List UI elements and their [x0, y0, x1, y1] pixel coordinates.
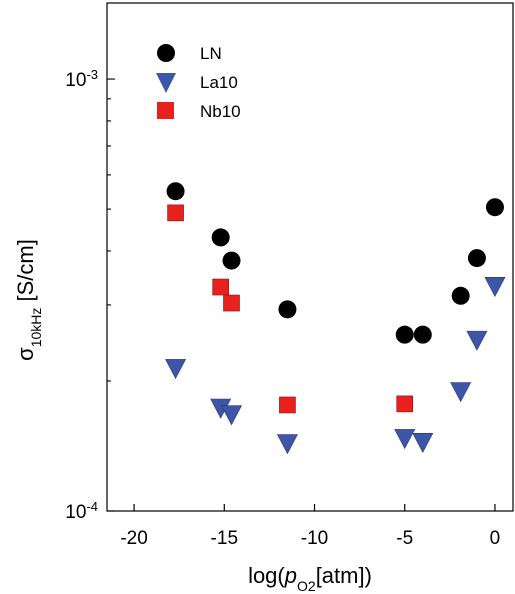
- x-axis-ticks: -20 -15 -10 -5 0: [120, 504, 500, 549]
- legend-label-nb10: Nb10: [200, 102, 241, 121]
- data-point-la10: [466, 330, 488, 351]
- data-point-ln: [211, 228, 230, 247]
- data-point-ln: [395, 325, 414, 344]
- data-points: [165, 182, 506, 455]
- data-point-ln: [485, 198, 504, 217]
- plot-frame: [106, 2, 514, 512]
- x-tick-label: 0: [490, 528, 501, 549]
- legend-label-la10: La10: [200, 73, 238, 92]
- legend-label-ln: LN: [200, 44, 222, 63]
- data-point-nb10: [396, 395, 414, 413]
- data-point-ln: [166, 182, 185, 201]
- data-point-la10: [221, 405, 243, 426]
- data-point-la10: [394, 429, 416, 450]
- x-axis-title: log(pO2[atm]): [248, 563, 372, 594]
- data-point-la10: [484, 277, 506, 297]
- data-point-ln: [278, 300, 297, 319]
- data-point-nb10: [223, 294, 240, 312]
- data-point-la10: [412, 432, 434, 453]
- x-tick-label: -20: [120, 528, 147, 549]
- legend-marker-nb10: [157, 102, 174, 119]
- data-point-nb10: [279, 396, 296, 414]
- y-tick-label: 10-4: [65, 499, 98, 524]
- x-tick-label: -10: [301, 528, 328, 549]
- data-point-ln: [451, 286, 470, 305]
- x-tick-label: -15: [211, 528, 238, 549]
- data-point-ln: [467, 249, 486, 268]
- y-axis-title: σ10kHz [S/cm]: [13, 239, 44, 361]
- data-point-la10: [450, 382, 472, 403]
- legend-marker-la10: [156, 73, 176, 93]
- y-axis-ticks: 10-3 10-4: [65, 67, 115, 523]
- data-point-la10: [165, 359, 187, 380]
- data-point-nb10: [212, 278, 229, 296]
- legend: LN La10 Nb10: [156, 44, 241, 121]
- data-point-ln: [222, 251, 241, 270]
- legend-marker-ln: [157, 44, 175, 62]
- x-tick-label: -5: [396, 528, 413, 549]
- data-point-la10: [276, 434, 298, 455]
- data-point-ln: [413, 325, 432, 344]
- y-tick-label: 10-3: [65, 67, 98, 92]
- data-point-nb10: [167, 204, 184, 222]
